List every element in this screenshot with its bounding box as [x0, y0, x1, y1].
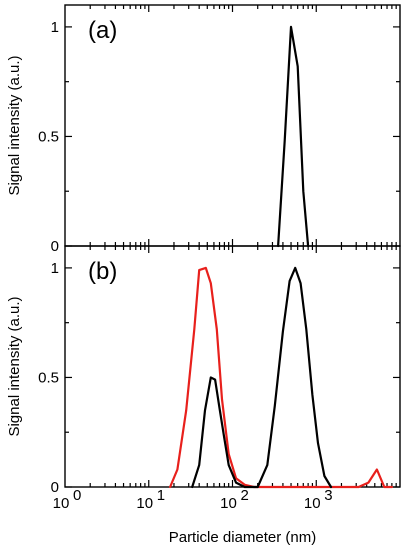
x-tick-exponent: 0	[73, 487, 81, 504]
x-tick-label: 10	[136, 495, 153, 512]
y-tick-label: 1	[51, 260, 59, 277]
y-axis-title: Signal intensity (a.u.)	[6, 55, 23, 195]
y-tick-label: 1	[51, 19, 59, 36]
series-line-2	[191, 266, 333, 489]
y-tick-label: 0	[51, 479, 59, 496]
series-line-1	[169, 266, 393, 489]
x-tick-label: 10	[304, 495, 321, 512]
y-axis-title: Signal intensity (a.u.)	[6, 296, 23, 436]
x-tick-exponent: 3	[324, 487, 332, 504]
x-tick-exponent: 1	[157, 487, 165, 504]
panel-label: (b)	[88, 258, 117, 285]
x-tick-label: 10	[53, 495, 70, 512]
x-tick-label: 10	[220, 495, 237, 512]
y-tick-label: 0.5	[38, 369, 59, 386]
x-axis-title: Particle diameter (nm)	[169, 529, 317, 546]
y-tick-label: 0.5	[38, 128, 59, 145]
y-tick-label: 0	[51, 238, 59, 255]
chart-panel-a: 0 0.5 1 (a) Signal intensity (a.u.)	[6, 4, 401, 255]
x-tick-exponent: 2	[241, 487, 249, 504]
panel-label: (a)	[88, 17, 117, 44]
series-line-1	[277, 25, 310, 248]
